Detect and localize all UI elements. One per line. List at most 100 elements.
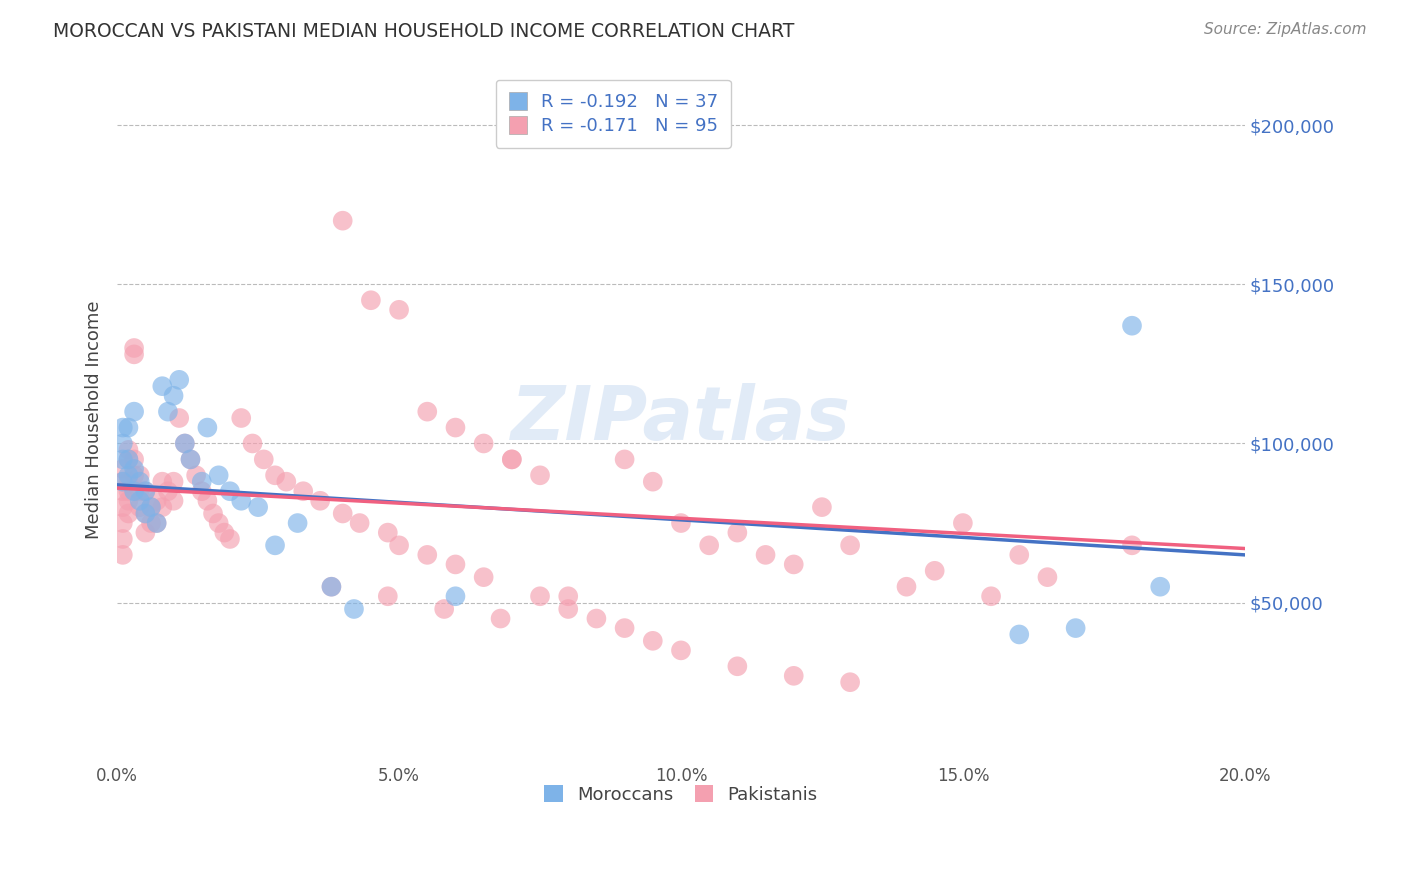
Point: [242, 436, 264, 450]
Point: [150, 475, 173, 489]
Point: [173, 436, 195, 450]
Point: [264, 538, 287, 552]
Point: [111, 452, 134, 467]
Point: [1008, 627, 1031, 641]
Point: [150, 500, 173, 515]
Point: [725, 525, 748, 540]
Point: [557, 589, 579, 603]
Point: [134, 484, 156, 499]
Point: [111, 475, 134, 489]
Point: [472, 570, 495, 584]
Point: [208, 516, 231, 530]
Point: [122, 347, 145, 361]
Point: [122, 404, 145, 418]
Point: [111, 516, 134, 530]
Point: [321, 580, 343, 594]
Point: [111, 532, 134, 546]
Point: [343, 602, 366, 616]
Point: [332, 213, 354, 227]
Point: [197, 420, 219, 434]
Point: [139, 516, 162, 530]
Point: [117, 442, 139, 457]
Point: [501, 452, 523, 467]
Point: [557, 602, 579, 616]
Point: [641, 633, 664, 648]
Point: [128, 468, 150, 483]
Point: [122, 462, 145, 476]
Point: [783, 558, 806, 572]
Point: [219, 484, 242, 499]
Point: [122, 341, 145, 355]
Point: [444, 589, 467, 603]
Point: [134, 525, 156, 540]
Point: [669, 516, 692, 530]
Point: [122, 484, 145, 499]
Point: [111, 500, 134, 515]
Point: [444, 420, 467, 434]
Point: [162, 493, 184, 508]
Point: [117, 452, 139, 467]
Point: [134, 507, 156, 521]
Point: [111, 462, 134, 476]
Point: [219, 532, 242, 546]
Point: [190, 475, 212, 489]
Point: [585, 611, 607, 625]
Point: [184, 468, 207, 483]
Point: [128, 493, 150, 508]
Point: [641, 475, 664, 489]
Point: [231, 411, 253, 425]
Point: [613, 621, 636, 635]
Point: [287, 516, 309, 530]
Text: MOROCCAN VS PAKISTANI MEDIAN HOUSEHOLD INCOME CORRELATION CHART: MOROCCAN VS PAKISTANI MEDIAN HOUSEHOLD I…: [53, 22, 794, 41]
Text: Source: ZipAtlas.com: Source: ZipAtlas.com: [1204, 22, 1367, 37]
Point: [134, 507, 156, 521]
Point: [416, 404, 439, 418]
Point: [754, 548, 776, 562]
Point: [669, 643, 692, 657]
Point: [167, 411, 190, 425]
Point: [377, 589, 399, 603]
Point: [321, 580, 343, 594]
Point: [145, 516, 167, 530]
Point: [197, 493, 219, 508]
Point: [156, 404, 179, 418]
Point: [117, 452, 139, 467]
Point: [117, 420, 139, 434]
Point: [896, 580, 918, 594]
Point: [139, 500, 162, 515]
Point: [117, 507, 139, 521]
Point: [214, 525, 236, 540]
Y-axis label: Median Household Income: Median Household Income: [86, 301, 103, 539]
Point: [416, 548, 439, 562]
Point: [309, 493, 332, 508]
Point: [111, 436, 134, 450]
Point: [111, 548, 134, 562]
Point: [117, 475, 139, 489]
Point: [128, 484, 150, 499]
Point: [613, 452, 636, 467]
Point: [388, 302, 411, 317]
Point: [839, 538, 862, 552]
Point: [697, 538, 720, 552]
Point: [332, 507, 354, 521]
Point: [117, 484, 139, 499]
Point: [444, 558, 467, 572]
Point: [162, 475, 184, 489]
Point: [839, 675, 862, 690]
Point: [433, 602, 456, 616]
Point: [122, 468, 145, 483]
Point: [139, 500, 162, 515]
Point: [134, 484, 156, 499]
Point: [162, 389, 184, 403]
Point: [179, 452, 201, 467]
Point: [117, 493, 139, 508]
Point: [1036, 570, 1059, 584]
Point: [292, 484, 315, 499]
Point: [360, 293, 382, 308]
Point: [145, 516, 167, 530]
Point: [377, 525, 399, 540]
Point: [725, 659, 748, 673]
Point: [1121, 538, 1143, 552]
Point: [811, 500, 834, 515]
Point: [349, 516, 371, 530]
